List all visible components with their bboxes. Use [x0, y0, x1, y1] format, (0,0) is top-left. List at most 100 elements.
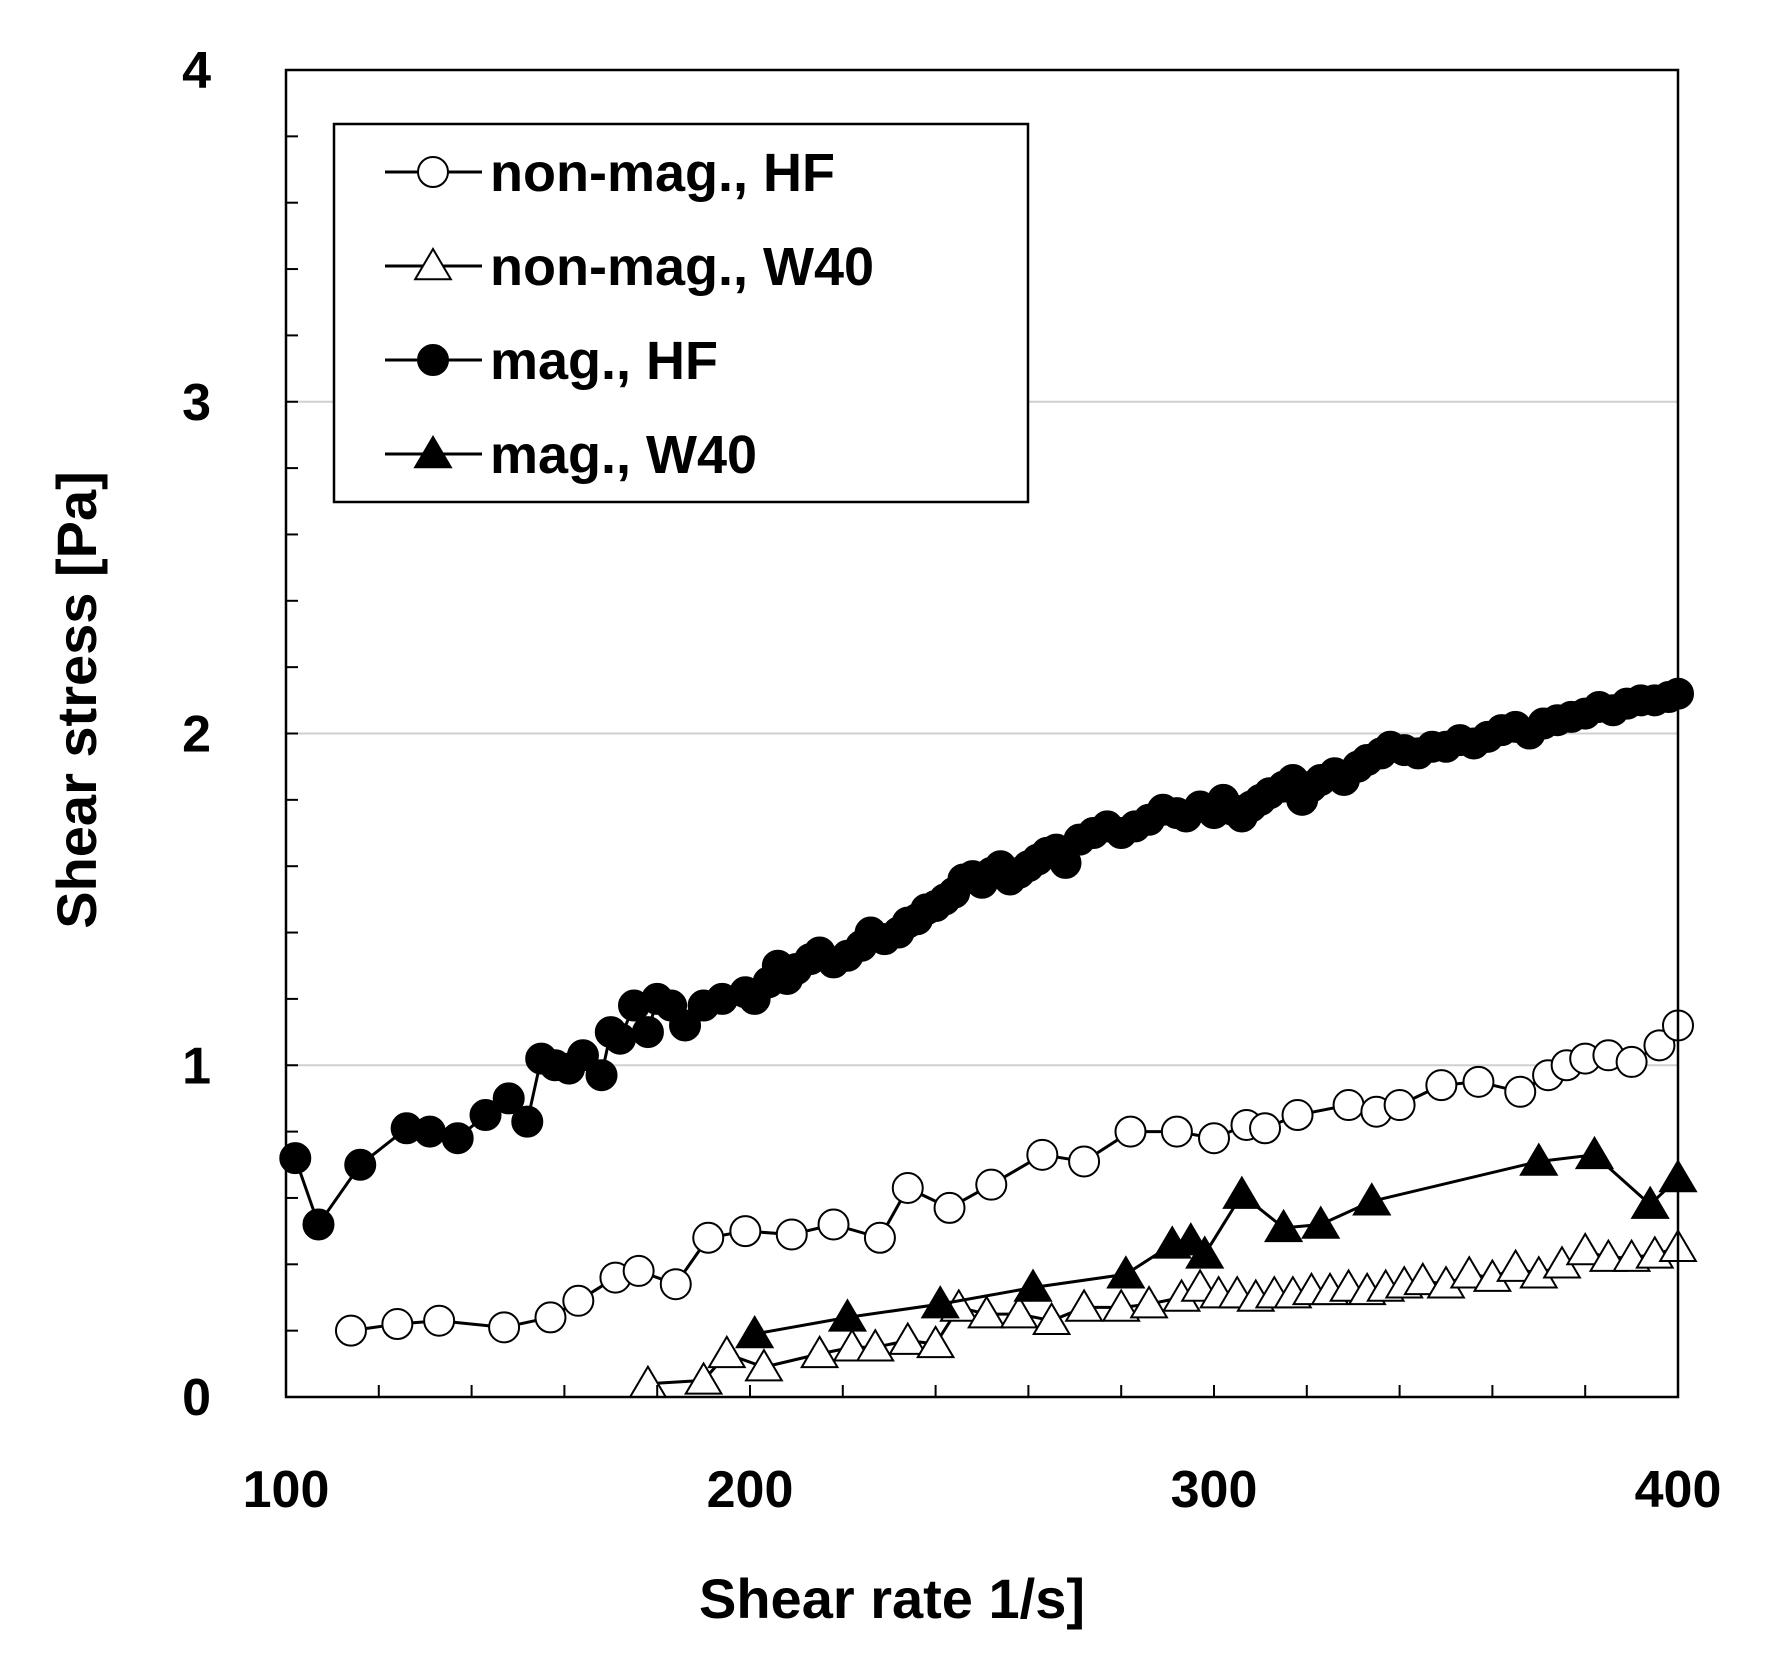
y-tick-label: 0: [182, 1369, 211, 1427]
series-2: [279, 677, 1694, 1241]
data-point: [469, 1099, 502, 1132]
data-point: [1049, 846, 1082, 879]
data-point: [381, 1308, 414, 1341]
legend-marker: [417, 156, 449, 188]
data-point: [729, 1215, 762, 1248]
data-point: [659, 1268, 692, 1301]
data-point: [334, 1314, 367, 1347]
data-point: [1352, 1182, 1392, 1216]
data-point: [1185, 1235, 1225, 1269]
data-point: [1615, 1045, 1648, 1078]
data-point: [604, 1022, 637, 1055]
data-point: [511, 1105, 544, 1138]
data-point: [534, 1301, 567, 1334]
data-point: [775, 1218, 808, 1251]
data-point: [622, 1254, 655, 1287]
data-point: [827, 1298, 868, 1332]
data-point: [1504, 1075, 1537, 1108]
data-point: [1519, 1142, 1559, 1176]
data-point: [1630, 1185, 1670, 1219]
legend-entry: non-mag., HF: [385, 143, 835, 203]
legend-label: mag., HF: [490, 331, 718, 391]
data-point: [933, 1191, 966, 1224]
legend-entry: mag., W40: [385, 425, 757, 485]
legend-label: non-mag., HF: [490, 143, 835, 203]
data-point: [1425, 1069, 1458, 1102]
data-point: [1031, 1301, 1072, 1335]
legend-marker: [417, 344, 449, 376]
data-point: [863, 1221, 896, 1254]
legend-marker: [413, 435, 453, 469]
data-point: [1222, 1175, 1262, 1209]
data-point: [492, 1082, 525, 1115]
data-point: [1301, 1205, 1341, 1239]
data-point: [1462, 1065, 1495, 1098]
x-tick-label: 400: [1635, 1461, 1722, 1519]
data-point: [423, 1304, 456, 1337]
legend-entry: mag., HF: [385, 331, 718, 391]
data-point: [1013, 1268, 1053, 1302]
data-point: [744, 1348, 784, 1382]
data-point: [1114, 1115, 1147, 1148]
data-point: [1643, 1029, 1676, 1062]
data-point: [1068, 1145, 1101, 1178]
series-line: [293, 692, 1679, 1228]
y-axis-title: Shear stress [Pa]: [45, 471, 108, 929]
y-tick-label: 3: [182, 374, 211, 432]
series-1: [628, 1228, 1698, 1398]
data-point: [799, 1334, 840, 1369]
data-point: [1565, 1232, 1605, 1266]
data-point: [1064, 1288, 1104, 1322]
data-point: [669, 1009, 702, 1042]
data-point: [344, 1148, 377, 1181]
data-point: [441, 1122, 474, 1155]
legend: non-mag., HF non-mag., W40 mag., HF mag., W…: [332, 122, 1030, 504]
x-tick-label: 100: [243, 1461, 330, 1519]
legend-entry: non-mag., W40: [385, 237, 874, 297]
data-point: [1495, 1248, 1536, 1282]
data-point: [1198, 1122, 1230, 1155]
series-0: [334, 1009, 1694, 1347]
data-point: [1263, 1208, 1304, 1243]
data-point: [302, 1208, 335, 1241]
data-point: [413, 1115, 446, 1148]
data-point: [915, 1324, 956, 1359]
legend-box: [332, 122, 1030, 504]
legend-marker: [413, 247, 453, 281]
data-point: [999, 1295, 1039, 1329]
data-point: [1249, 1112, 1282, 1145]
data-point: [562, 1284, 595, 1317]
data-point: [279, 1142, 312, 1175]
data-point: [1332, 1089, 1365, 1122]
data-point: [585, 1059, 618, 1092]
data-point: [488, 1311, 521, 1344]
data-point: [735, 1314, 775, 1349]
data-point: [1281, 1099, 1314, 1132]
x-axis-title: Shear rate 1/s]: [699, 1567, 1085, 1630]
x-tick-label: 200: [707, 1461, 794, 1519]
data-point: [855, 1328, 895, 1362]
y-tick-label: 4: [182, 42, 211, 100]
data-point: [967, 1295, 1007, 1329]
data-point: [683, 1361, 724, 1395]
y-tick-label: 1: [182, 1037, 211, 1095]
legend-label: non-mag., W40: [490, 237, 874, 297]
data-point: [1101, 1288, 1141, 1322]
data-point: [1449, 1255, 1489, 1289]
legend-label: mag., W40: [490, 425, 757, 485]
data-point: [920, 1285, 960, 1319]
data-point: [692, 1221, 725, 1254]
data-series: [279, 677, 1698, 1398]
data-point: [888, 1321, 928, 1355]
data-point: [1106, 1255, 1146, 1289]
data-point: [975, 1168, 1008, 1201]
data-point: [1160, 1115, 1193, 1148]
tick-labels: 0 1 2 3 4 100 200 300 400: [182, 42, 1721, 1519]
data-point: [631, 1016, 664, 1049]
data-point: [566, 1039, 599, 1072]
data-point: [1129, 1285, 1169, 1319]
data-point: [1574, 1135, 1615, 1170]
data-point: [891, 1171, 924, 1204]
series-line: [754, 1153, 1680, 1336]
